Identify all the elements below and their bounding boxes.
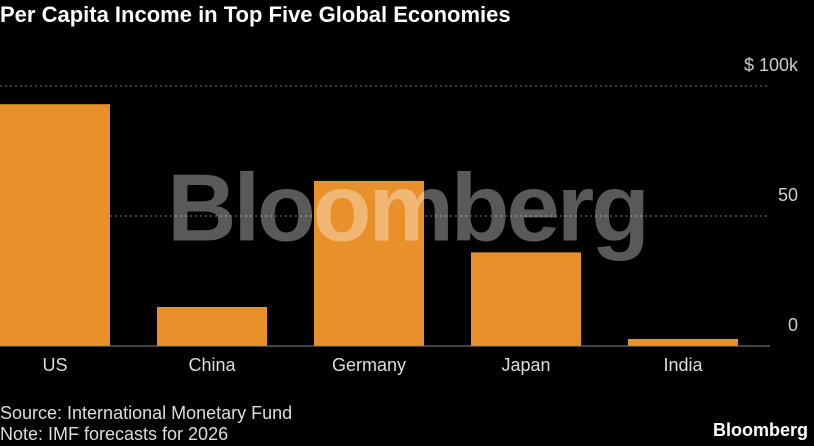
bar [471,252,581,346]
bar [0,104,110,346]
bar [157,307,267,346]
x-tick-label: US [42,355,67,375]
x-tick-label: Japan [501,355,550,375]
source: Source: International Monetary Fund [0,403,292,423]
chart-title: Per Capita Income in Top Five Global Eco… [0,2,511,27]
note: Note: IMF forecasts for 2026 [0,424,228,444]
bar [628,338,738,346]
bar [314,180,424,346]
y-tick-label: 0 [788,315,798,335]
x-tick-label: China [188,355,236,375]
plot-area: 0 50 $ 100k US China Germany Japan India [0,55,799,375]
logo: Bloomberg [713,420,808,440]
y-tick-label: 50 [778,185,798,205]
x-tick-label: Germany [332,355,406,375]
y-tick-label: $ 100k [744,55,799,75]
x-tick-label: India [663,355,703,375]
watermark: Bloomberg [167,154,647,261]
